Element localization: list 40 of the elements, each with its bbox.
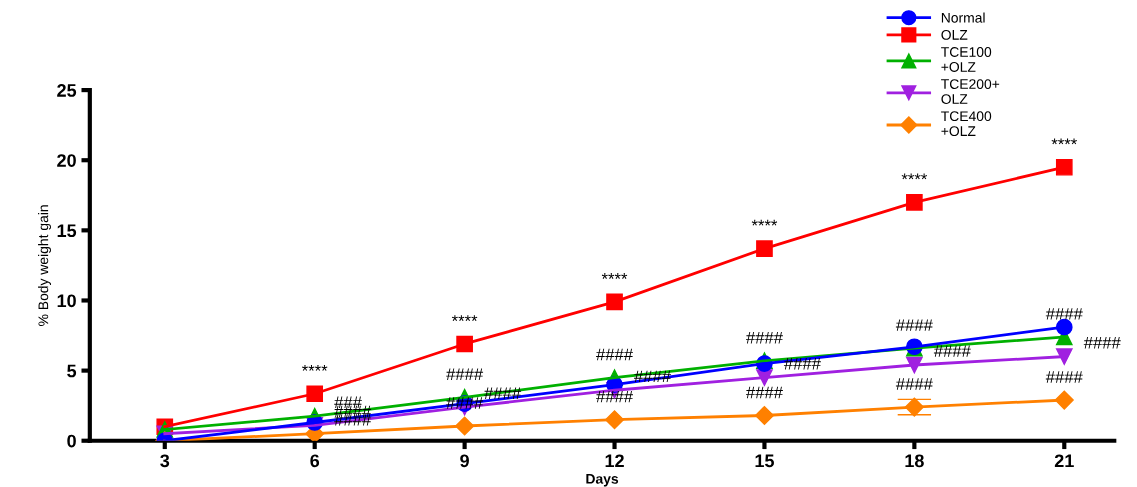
point: [1055, 158, 1073, 176]
annotation: ####: [1045, 371, 1083, 383]
annotation: ****: [1051, 138, 1077, 145]
point: [1054, 390, 1074, 410]
x-tick-label: 12: [605, 454, 624, 468]
x-tick-label: 15: [755, 454, 774, 468]
annotation: ####: [1083, 336, 1121, 349]
annotation: ####: [446, 368, 484, 380]
x-tick-label: 9: [460, 454, 469, 468]
annotation: ****: [901, 173, 928, 180]
annotation: ####: [596, 390, 633, 403]
y-tick-label: 15: [57, 224, 77, 238]
legend-label: TCE100 +OLZ: [941, 47, 992, 72]
legend-label: TCE400 +OLZ: [941, 111, 992, 137]
annotation: ####: [596, 348, 633, 361]
legend-label: OLZ: [941, 29, 968, 40]
x-tick-label: 6: [310, 454, 320, 468]
legend-label: Normal: [941, 12, 985, 23]
annotation: ####: [745, 332, 783, 344]
annotation: ####: [783, 358, 821, 370]
annotation: ****: [451, 315, 478, 321]
y-axis-title: % Body weight gain: [38, 205, 51, 326]
legend-label: TCE200+ OLZ: [941, 79, 1000, 104]
y-tick-label: 25: [57, 84, 77, 97]
annotation: ####: [895, 378, 933, 390]
annotation: ####: [745, 386, 783, 399]
y-tick-label: 10: [57, 294, 76, 308]
annotation: ****: [751, 219, 778, 226]
annotation: ####: [933, 345, 971, 357]
y-tick-label: 20: [57, 154, 76, 167]
y-tick-label: 0: [67, 434, 76, 448]
annotation: ####: [895, 319, 933, 331]
annotation: ****: [301, 364, 328, 371]
x-tick-label: 3: [160, 454, 170, 468]
x-tick-label: 18: [905, 454, 924, 468]
y-tick-label: 5: [67, 364, 77, 378]
x-tick-label: 21: [1054, 454, 1074, 468]
annotation: ****: [601, 273, 628, 279]
annotation: ####: [1045, 308, 1083, 320]
x-axis-title: Days: [586, 474, 619, 487]
